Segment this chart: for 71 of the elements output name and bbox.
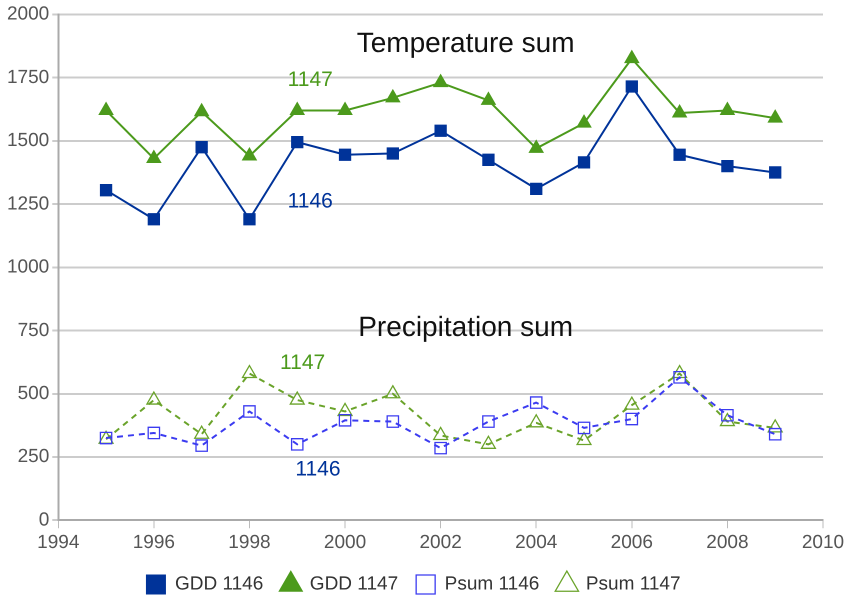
- point: [243, 405, 256, 418]
- point: [720, 102, 735, 115]
- point: [530, 182, 542, 196]
- point: [482, 154, 495, 166]
- point: [672, 104, 688, 118]
- x-tick-label: 1996: [132, 532, 175, 553]
- y-tick-label: 750: [18, 320, 50, 341]
- point: [482, 415, 495, 428]
- y-tick-label: 2000: [6, 4, 50, 25]
- x-tick-label: 1998: [228, 532, 271, 553]
- x-tick-label: 1994: [37, 532, 80, 553]
- y-tick-label: 1500: [6, 130, 50, 152]
- point: [721, 160, 734, 172]
- annotation: Temperature sum: [356, 27, 575, 58]
- point: [338, 102, 352, 115]
- point: [768, 110, 783, 123]
- x-tick-label: 2004: [515, 532, 558, 553]
- annotation: 1147: [288, 68, 333, 91]
- annotation: 1146: [295, 457, 341, 480]
- point: [626, 80, 638, 93]
- point: [721, 408, 734, 422]
- x-tick-label: 2010: [802, 532, 844, 553]
- point: [530, 396, 543, 409]
- point: [291, 136, 304, 148]
- point: [578, 422, 590, 434]
- point: [338, 414, 352, 427]
- point: [338, 148, 352, 161]
- point: [434, 124, 447, 137]
- point: [196, 141, 208, 154]
- point: [386, 415, 400, 428]
- point: [195, 439, 208, 452]
- point: [528, 140, 544, 153]
- y-tick-label: 1000: [6, 256, 50, 278]
- annotation: 1147: [280, 351, 326, 374]
- y-tick-label: 1250: [6, 193, 50, 214]
- point: [768, 428, 782, 441]
- point: [576, 114, 592, 128]
- annotation: 1146: [288, 189, 333, 212]
- y-tick-label: 1750: [6, 66, 50, 88]
- point: [148, 213, 160, 226]
- point: [434, 442, 447, 454]
- y-tick-label: 500: [18, 382, 50, 404]
- legend-label: GDD 1147: [310, 574, 398, 595]
- point: [146, 150, 162, 164]
- point: [433, 74, 448, 88]
- legend-label: Psum 1146: [444, 574, 540, 595]
- point: [481, 92, 496, 105]
- point: [385, 89, 400, 102]
- x-tick-label: 2000: [324, 532, 366, 553]
- point: [98, 102, 114, 115]
- point: [243, 213, 256, 226]
- point: [242, 148, 257, 161]
- legend-label: Psum 1147: [586, 574, 681, 595]
- point: [386, 147, 399, 160]
- point: [673, 148, 686, 161]
- point: [290, 102, 305, 115]
- x-tick-label: 2002: [419, 532, 462, 553]
- point: [194, 103, 210, 116]
- point: [100, 184, 112, 196]
- y-tick-label: 0: [38, 509, 50, 530]
- annotation: Precipitation sum: [358, 311, 574, 342]
- point: [148, 426, 160, 440]
- legend-label: GDD 1146: [174, 574, 264, 595]
- y-tick-label: 250: [18, 446, 50, 468]
- point: [626, 412, 638, 426]
- point: [578, 156, 590, 169]
- x-tick-label: 2006: [610, 532, 653, 553]
- x-tick-label: 2008: [706, 532, 749, 553]
- point: [290, 438, 304, 451]
- point: [769, 166, 782, 179]
- point: [624, 50, 640, 64]
